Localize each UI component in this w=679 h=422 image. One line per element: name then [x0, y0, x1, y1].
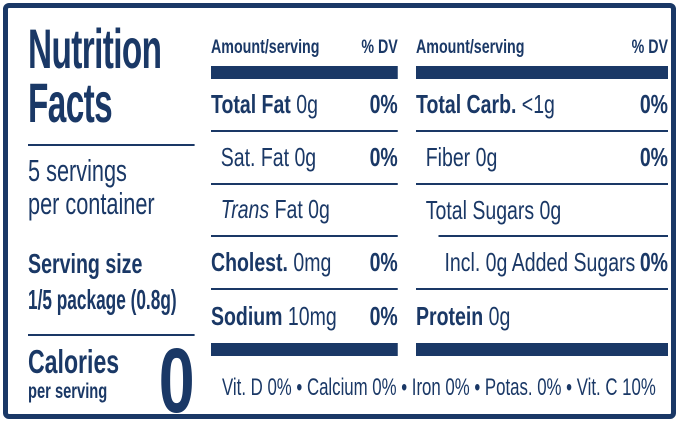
nutrient-row-fiber: Fiber 0g 0%: [416, 132, 668, 185]
serving-size: Serving size 1/5 package (0.8g): [28, 246, 197, 318]
dv-header: % DV: [631, 37, 668, 58]
nutrient-row-sodium: Sodium 10mg 0%: [211, 301, 398, 332]
servings-per-container: 5 servings per container: [28, 154, 155, 220]
nutrient-row-cholesterol: Cholest. 0mg 0%: [211, 237, 398, 291]
calories-label: Calories: [28, 343, 120, 380]
calories-row: Calories per serving 0: [28, 330, 195, 422]
nutrient-row-protein: Protein 0g: [416, 301, 511, 332]
column-header: Amount/serving % DV: [211, 22, 398, 66]
nutrient-column-fats: Amount/serving % DV Total Fat 0g 0% Sat.…: [211, 22, 398, 356]
nutrient-row-total-sugars: Total Sugars 0g: [416, 185, 668, 238]
dv-value: 0%: [369, 141, 398, 172]
servings-line1: 5 servings: [28, 153, 127, 188]
column-header: Amount/serving % DV: [416, 22, 668, 66]
dv-value: 0%: [369, 88, 398, 119]
divider-bar: [211, 66, 398, 79]
dv-value: 0%: [369, 301, 398, 332]
dv-value: 0%: [369, 247, 398, 278]
calories-subtext: per serving: [28, 380, 108, 403]
divider-bar: [416, 66, 668, 79]
amount-serving-header: Amount/serving: [211, 37, 320, 58]
dv-header: % DV: [361, 37, 398, 58]
nutrient-row-total-carb: Total Carb. <1g 0%: [416, 79, 668, 132]
micronutrients-line: Vit. D 0% • Calcium 0% • Iron 0% • Potas…: [222, 374, 656, 401]
dv-value: 0%: [639, 141, 668, 172]
divider-bar: [416, 342, 668, 356]
dv-value: 0%: [639, 247, 668, 278]
nutrient-row-added-sugars: Incl. 0g Added Sugars 0%: [416, 237, 668, 291]
serving-size-label: Serving size: [28, 248, 143, 279]
calories-value: 0: [158, 330, 195, 422]
serving-size-value: 1/5 package (0.8g): [28, 284, 177, 315]
nutrient-row-total-fat: Total Fat 0g 0%: [211, 79, 398, 132]
nutrition-facts-title: Nutrition Facts: [28, 17, 162, 134]
servings-line2: per container: [28, 186, 155, 221]
divider-rule: [28, 144, 195, 146]
calories-block: Calories per serving: [28, 344, 119, 404]
dv-value: 0%: [639, 88, 668, 119]
divider-rule: [28, 334, 195, 336]
nutrient-column-carbs: Amount/serving % DV Total Carb. <1g 0% F…: [416, 22, 668, 356]
nutrient-row-trans-fat: Trans Fat 0g: [211, 185, 398, 238]
label-border: Nutrition Facts 5 servings per container…: [3, 3, 676, 422]
divider-bar: [211, 342, 398, 356]
nutrient-row-sat-fat: Sat. Fat 0g 0%: [211, 132, 398, 185]
amount-serving-header: Amount/serving: [416, 37, 525, 58]
